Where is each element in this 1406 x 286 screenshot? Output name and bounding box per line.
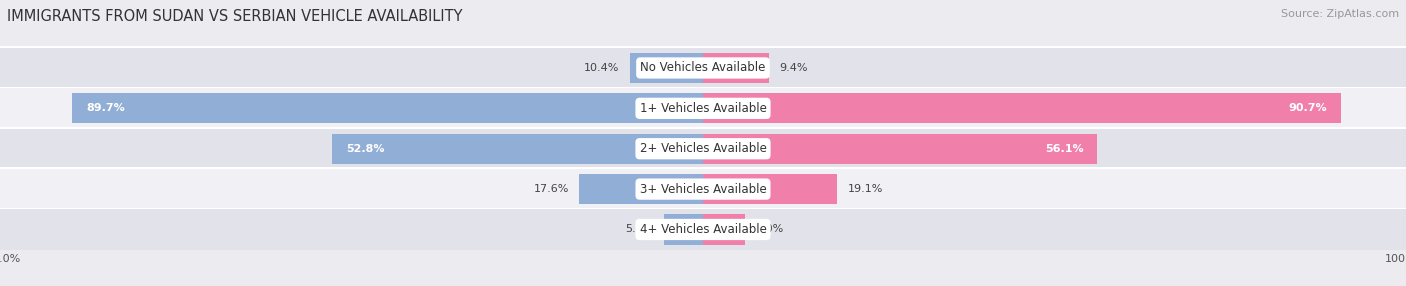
Bar [630, 53, 703, 83]
Text: 1+ Vehicles Available: 1+ Vehicles Available [640, 102, 766, 115]
Text: IMMIGRANTS FROM SUDAN VS SERBIAN VEHICLE AVAILABILITY: IMMIGRANTS FROM SUDAN VS SERBIAN VEHICLE… [7, 9, 463, 23]
Text: 10.4%: 10.4% [583, 63, 619, 73]
Text: 4+ Vehicles Available: 4+ Vehicles Available [640, 223, 766, 236]
Text: 17.6%: 17.6% [533, 184, 568, 194]
FancyBboxPatch shape [0, 208, 1406, 209]
FancyBboxPatch shape [0, 48, 1406, 88]
FancyBboxPatch shape [0, 88, 1406, 128]
Bar [332, 134, 703, 164]
Text: 5.5%: 5.5% [626, 225, 654, 235]
Bar [73, 93, 703, 124]
Text: No Vehicles Available: No Vehicles Available [640, 61, 766, 74]
FancyBboxPatch shape [0, 167, 1406, 169]
Bar [703, 93, 1341, 124]
Text: 52.8%: 52.8% [346, 144, 384, 154]
FancyBboxPatch shape [0, 127, 1406, 128]
FancyBboxPatch shape [0, 209, 1406, 250]
Text: Source: ZipAtlas.com: Source: ZipAtlas.com [1281, 9, 1399, 19]
Text: 6.0%: 6.0% [756, 225, 785, 235]
Bar [665, 214, 703, 245]
Text: 2+ Vehicles Available: 2+ Vehicles Available [640, 142, 766, 155]
Text: 89.7%: 89.7% [86, 103, 125, 113]
Bar [703, 53, 769, 83]
Text: 56.1%: 56.1% [1045, 144, 1084, 154]
Text: 3+ Vehicles Available: 3+ Vehicles Available [640, 182, 766, 196]
FancyBboxPatch shape [0, 46, 1406, 48]
FancyBboxPatch shape [0, 87, 1406, 88]
FancyBboxPatch shape [0, 128, 1406, 169]
Bar [703, 174, 838, 204]
Bar [703, 214, 745, 245]
Bar [703, 134, 1098, 164]
Text: 90.7%: 90.7% [1288, 103, 1327, 113]
Text: 9.4%: 9.4% [779, 63, 808, 73]
Bar [579, 174, 703, 204]
FancyBboxPatch shape [0, 169, 1406, 209]
Text: 19.1%: 19.1% [848, 184, 883, 194]
